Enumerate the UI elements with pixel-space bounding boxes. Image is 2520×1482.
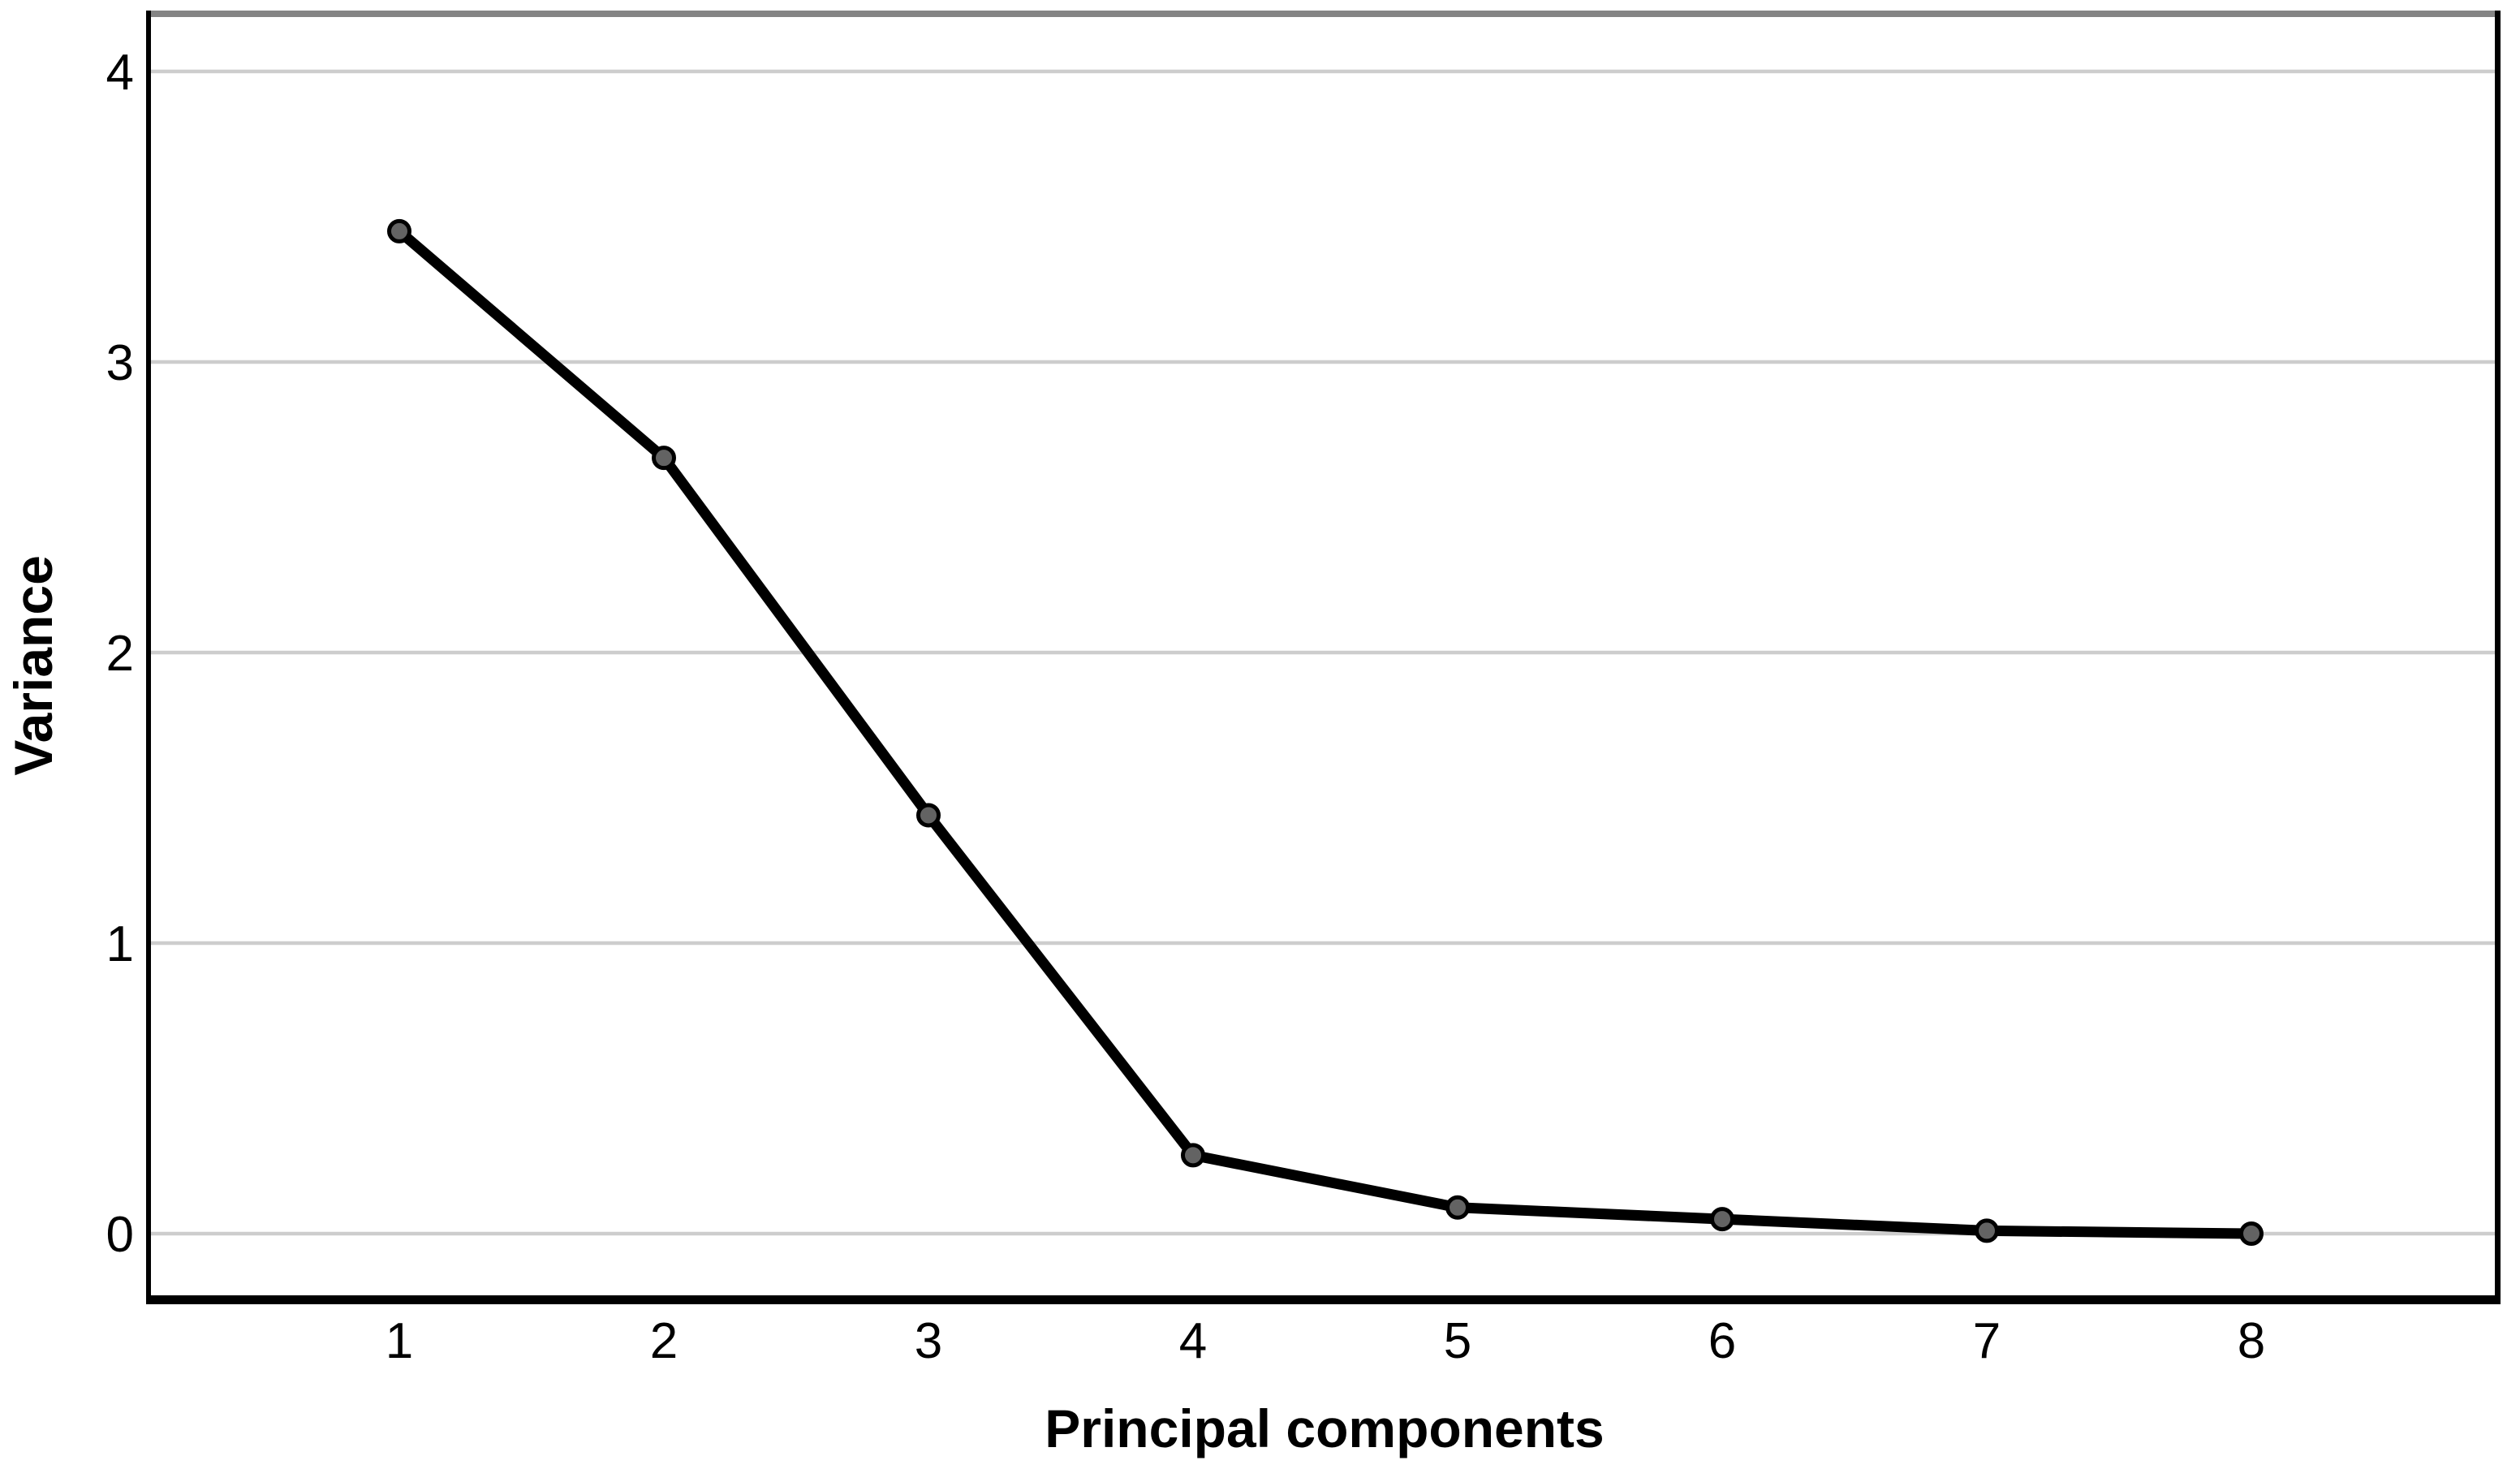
- x-axis-line: [146, 1295, 2501, 1304]
- x-axis-title: Principal components: [1045, 1398, 1604, 1458]
- data-point-4: [1181, 1143, 1205, 1168]
- data-point-5: [1445, 1195, 1470, 1220]
- data-point-1: [387, 218, 411, 243]
- y-tick-label-0: 0: [106, 1207, 134, 1263]
- plot-frame-layer: [146, 11, 2501, 1304]
- x-tick-label-6: 6: [1708, 1313, 1736, 1369]
- x-tick-label-7: 7: [1973, 1313, 2001, 1369]
- variance-line: [394, 226, 2257, 1239]
- y-axis-title: Variance: [3, 555, 63, 776]
- data-point-2: [652, 446, 676, 471]
- data-point-6: [1710, 1207, 1734, 1232]
- data-point-8: [2239, 1221, 2264, 1246]
- plot-top-border: [146, 11, 2501, 17]
- data-series-layer: [387, 218, 2264, 1246]
- y-tick-label-2: 2: [106, 626, 134, 682]
- y-tick-label-1: 1: [106, 916, 134, 972]
- y-tick-label-3: 3: [106, 335, 134, 391]
- x-tick-label-4: 4: [1179, 1313, 1207, 1369]
- x-tick-label-8: 8: [2238, 1313, 2265, 1369]
- x-tick-label-3: 3: [915, 1313, 942, 1369]
- data-point-3: [916, 803, 941, 828]
- tick-labels-layer: 0 1 2 3 4 1 2 3 4 5 6 7 8: [106, 45, 2266, 1369]
- x-tick-label-5: 5: [1444, 1313, 1471, 1369]
- gridlines-layer: [151, 69, 2495, 1236]
- y-tick-label-4: 4: [106, 45, 134, 101]
- plot-right-border: [2495, 11, 2501, 1295]
- data-point-7: [1975, 1218, 1999, 1243]
- x-tick-label-1: 1: [386, 1313, 413, 1369]
- x-tick-label-2: 2: [650, 1313, 678, 1369]
- y-axis-line: [146, 11, 151, 1295]
